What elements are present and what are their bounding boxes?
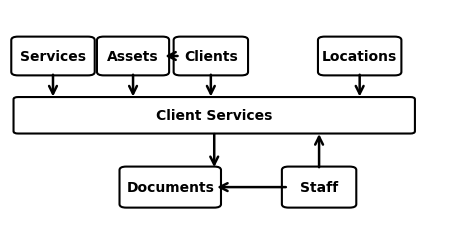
FancyBboxPatch shape xyxy=(174,37,248,76)
Text: Assets: Assets xyxy=(107,50,159,64)
Text: Documents: Documents xyxy=(126,180,214,194)
FancyBboxPatch shape xyxy=(11,37,95,76)
FancyBboxPatch shape xyxy=(97,37,169,76)
FancyBboxPatch shape xyxy=(120,167,221,208)
FancyBboxPatch shape xyxy=(14,98,415,134)
FancyBboxPatch shape xyxy=(318,37,401,76)
FancyBboxPatch shape xyxy=(282,167,356,208)
Text: Client Services: Client Services xyxy=(156,109,272,123)
Text: Clients: Clients xyxy=(184,50,238,64)
Text: Services: Services xyxy=(20,50,86,64)
Text: Locations: Locations xyxy=(322,50,397,64)
Text: Staff: Staff xyxy=(300,180,338,194)
